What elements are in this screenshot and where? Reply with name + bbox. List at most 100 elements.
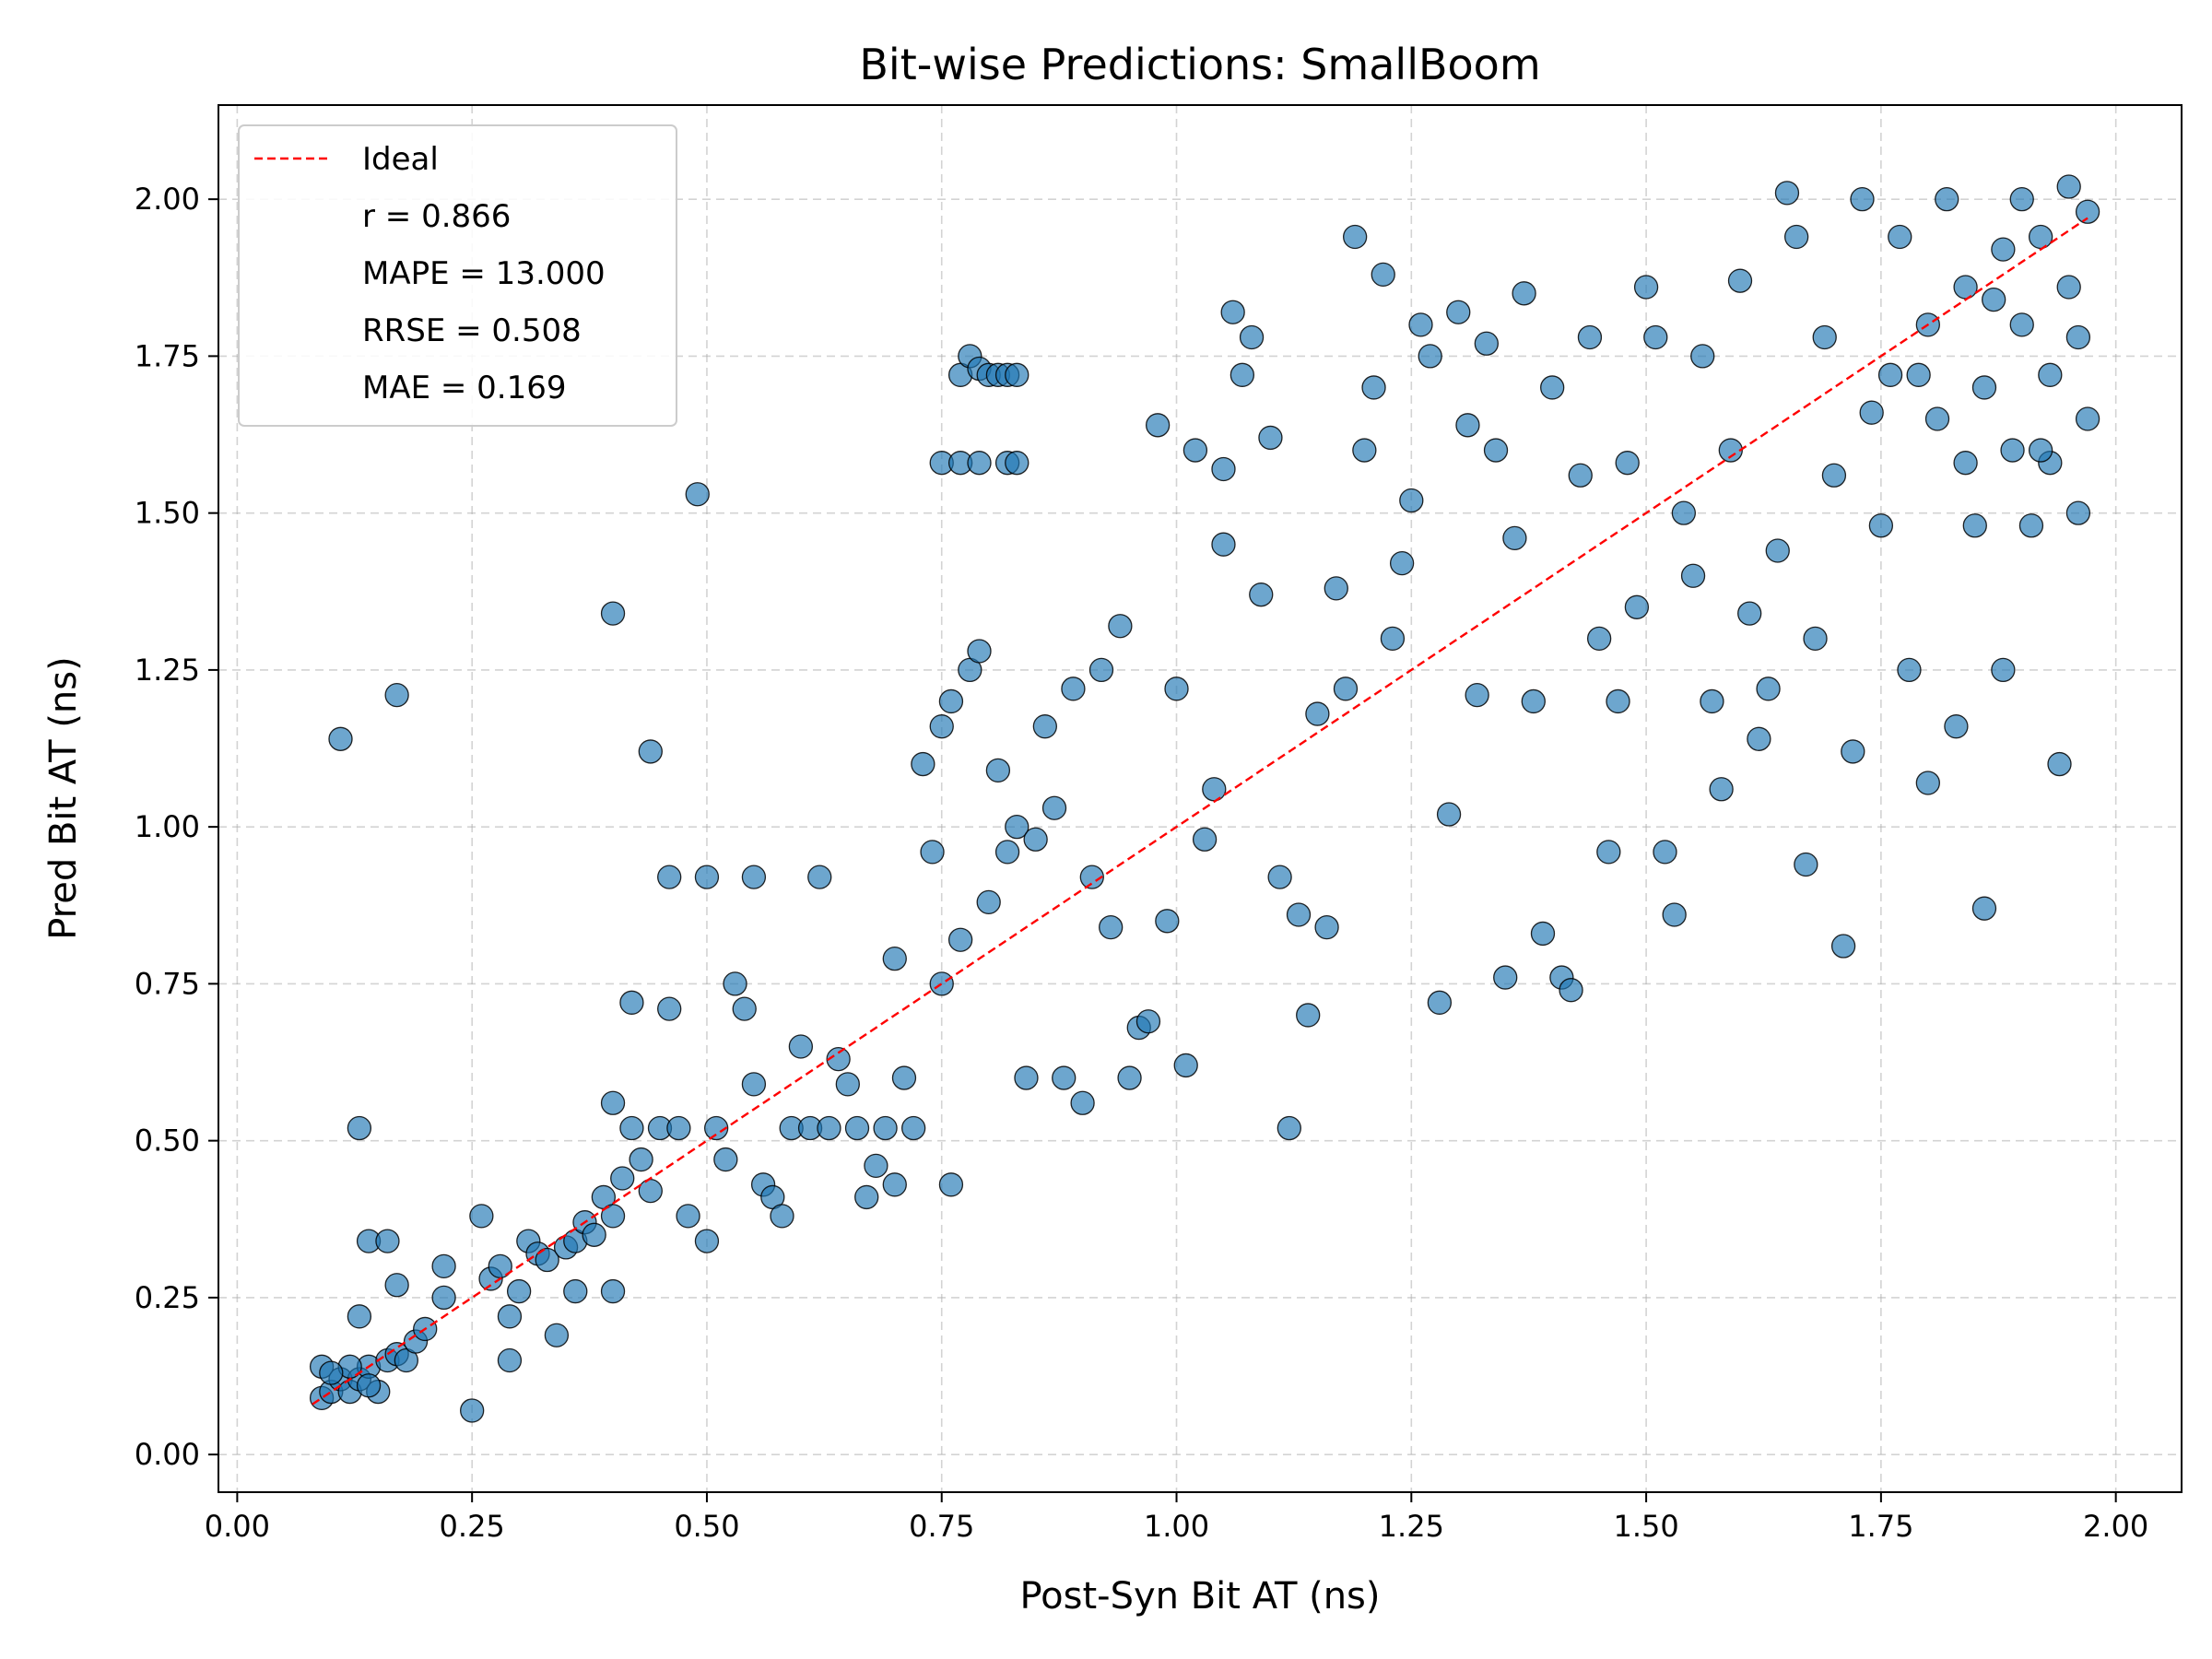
scatter-point	[2009, 186, 2034, 212]
scatter-point	[873, 1115, 898, 1141]
scatter-point	[911, 751, 935, 777]
scatter-point	[629, 1147, 653, 1172]
scatter-point	[1850, 186, 1875, 212]
scatter-point	[1812, 324, 1837, 350]
scatter-point	[1380, 626, 1406, 651]
scatter-point	[1135, 1009, 1161, 1034]
scatter-point	[1465, 682, 1489, 708]
x-axis-label: Post-Syn Bit AT (ns)	[1019, 1575, 1380, 1618]
scatter-point	[1446, 300, 1471, 324]
scatter-point	[2056, 174, 2081, 199]
legend-entry-mape: MAPE = 13.000	[362, 255, 606, 292]
scatter-point	[2047, 751, 2072, 777]
y-tick-label: 1.00	[135, 809, 200, 844]
scatter-point	[1088, 657, 1114, 683]
y-tick-label: 1.75	[135, 338, 200, 373]
scatter-point	[1023, 827, 1048, 852]
scatter-point	[1032, 714, 1057, 739]
scatter-point	[1211, 532, 1236, 557]
scatter-point	[1747, 726, 1771, 751]
scatter-point	[1324, 576, 1348, 601]
grid-layer	[218, 105, 2182, 1492]
scatter-point	[384, 1273, 409, 1298]
scatter-point	[1586, 626, 1612, 651]
scatter-point	[582, 1222, 606, 1247]
scatter-point	[967, 451, 992, 476]
scatter-point	[723, 971, 747, 996]
scatter-point	[1615, 451, 1640, 476]
scatter-point	[1333, 677, 1359, 701]
plot-frame	[218, 104, 2183, 1493]
y-tick-label: 0.00	[135, 1437, 200, 1472]
scatter-point	[1897, 657, 1922, 683]
scatter-point	[694, 1229, 720, 1253]
scatter-point	[563, 1278, 588, 1304]
scatter-point	[1624, 594, 1650, 619]
scatter-point	[1286, 902, 1312, 927]
scatter-point	[1971, 375, 1997, 400]
scatter-point	[901, 1115, 926, 1141]
scatter-point	[1606, 688, 1630, 714]
scatter-point	[1953, 275, 1978, 300]
x-tick-label: 1.25	[1379, 1509, 1444, 1544]
scatter-point	[2056, 275, 2081, 300]
scatter-point	[1559, 978, 1583, 1003]
scatter-point	[1155, 909, 1180, 934]
scatter-point	[1991, 237, 2016, 262]
scatter-point	[2038, 362, 2063, 387]
scatter-point	[1474, 331, 1499, 356]
y-tick-label: 2.00	[135, 182, 200, 217]
scatter-point	[2028, 438, 2053, 463]
legend-entry-rrse: RRSE = 0.508	[362, 312, 582, 349]
y-tick-label: 0.25	[135, 1280, 200, 1315]
scatter-point	[1671, 500, 1697, 525]
scatter-point	[1352, 438, 1377, 463]
scatter-point	[1906, 362, 1931, 387]
scatter-point	[1709, 777, 1734, 802]
scatter-point	[619, 1115, 644, 1141]
scatter-point	[844, 1115, 870, 1141]
scatter-point	[1014, 1065, 1039, 1090]
scatter-point	[676, 1204, 700, 1229]
scatter-point	[1296, 1003, 1321, 1028]
scatter-point	[882, 947, 907, 971]
scatter-point	[1737, 601, 1762, 626]
scatter-point	[1530, 921, 1556, 947]
scatter-point	[1399, 488, 1424, 513]
scatter-point	[460, 1398, 485, 1423]
scatter-point	[1145, 413, 1171, 438]
scatter-point	[1041, 795, 1067, 820]
scatter-point	[854, 1184, 879, 1210]
scatter-point	[1005, 814, 1030, 840]
scatter-point	[497, 1347, 523, 1373]
scatter-point	[328, 726, 353, 751]
scatter-point	[1962, 513, 1987, 538]
scatter-point	[2065, 324, 2091, 350]
scatter-point	[600, 1090, 626, 1115]
scatter-point	[1220, 300, 1245, 324]
legend-entry-r: r = 0.866	[362, 198, 511, 235]
scatter-point	[920, 840, 945, 865]
scatter-point	[600, 601, 626, 626]
scatter-point	[666, 1115, 691, 1141]
scatter-point	[1944, 714, 1969, 739]
scatter-point	[1061, 677, 1086, 701]
scatter-point	[356, 1373, 382, 1398]
ticks-layer: 0.00 0.25 0.50 0.75 1.00 1.25 1.50 1.75 2.00 0.00…	[135, 182, 2149, 1544]
x-tick-label: 1.00	[1144, 1509, 1209, 1544]
scatter-point	[1568, 463, 1593, 488]
ideal-line-layer	[312, 217, 2088, 1406]
scatter-point	[600, 1204, 626, 1229]
scatter-point	[1653, 840, 1677, 865]
scatter-point	[703, 1115, 729, 1141]
scatter-point	[610, 1166, 635, 1191]
scatter-point	[1953, 451, 1978, 476]
scatter-point	[535, 1247, 559, 1273]
scatter-point	[976, 889, 1001, 915]
scatter-point	[1756, 677, 1781, 701]
scatter-point	[938, 1172, 964, 1197]
scatter-point	[741, 1072, 767, 1097]
scatter-point	[770, 1204, 794, 1229]
scatter-point	[1577, 324, 1603, 350]
scatter-point	[638, 1178, 663, 1204]
